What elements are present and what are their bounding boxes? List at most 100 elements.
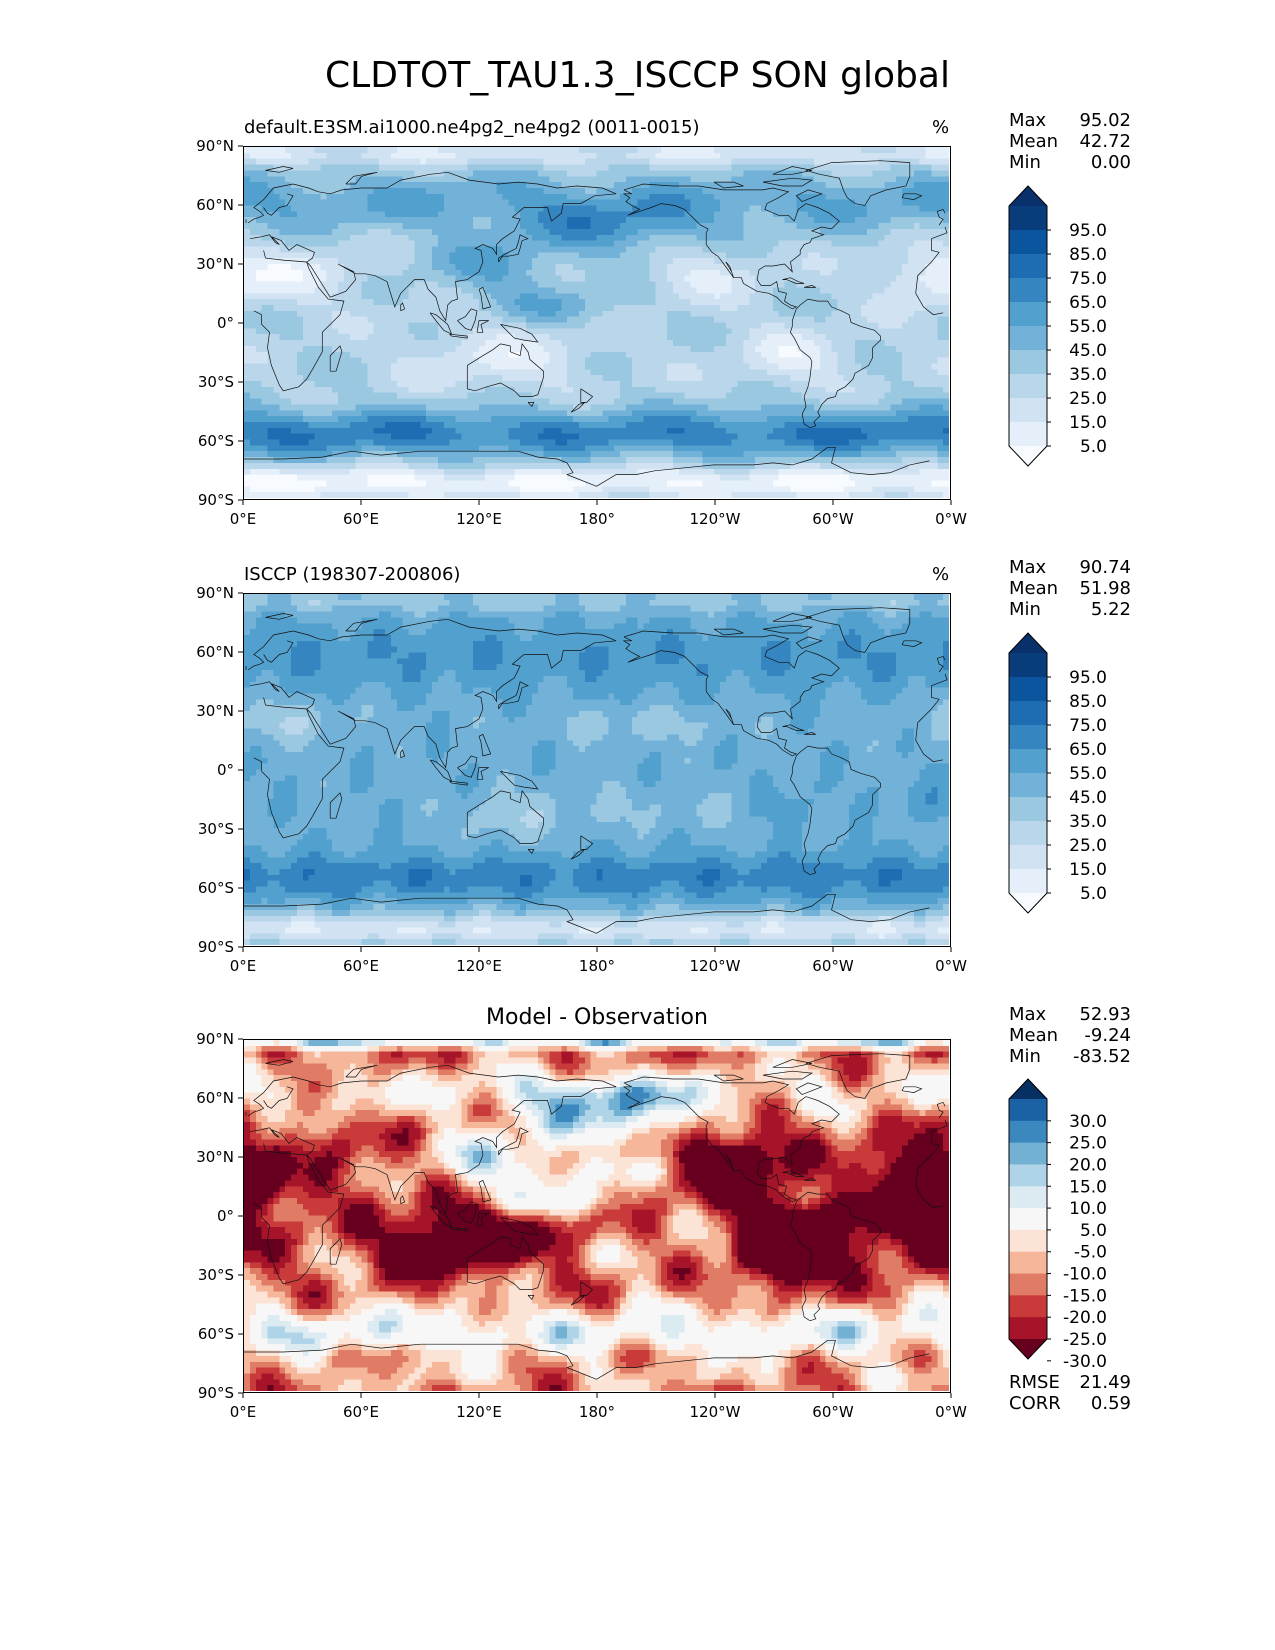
panel2-map-svg [244, 594, 950, 946]
lon-tick-label: 120°W [690, 510, 741, 528]
coastline [498, 1127, 529, 1156]
colorbar-label: 95.0 [1069, 668, 1107, 688]
colorbar-segment [1009, 869, 1047, 894]
coastline [762, 177, 813, 187]
colorbar-label: 25.0 [1069, 1134, 1107, 1154]
filled-contours [244, 147, 950, 499]
colorbar-extend-bottom [1009, 446, 1047, 466]
stat-max-label: Max [1009, 557, 1046, 578]
panel1-title: default.E3SM.ai1000.ne4pg2_ne4pg2 (0011-… [244, 117, 699, 138]
lon-tick-label: 0°W [935, 957, 967, 975]
colorbar-segment [1009, 350, 1047, 375]
lat-tick-label: 0° [217, 314, 234, 332]
coastline [622, 1076, 840, 1203]
coastline [449, 1226, 468, 1232]
coastline [498, 234, 529, 263]
coastline [782, 1170, 805, 1177]
coastline [762, 624, 813, 634]
colorbar-segment [1009, 677, 1047, 702]
stat-max-label: Max [1009, 110, 1046, 131]
rmse-value: 21.49 [1079, 1372, 1131, 1393]
coastline [400, 1195, 406, 1205]
lat-tick-label: 90°S [198, 1384, 234, 1402]
rmse-label: RMSE [1009, 1372, 1060, 1393]
lat-tick-label: 0° [217, 1207, 234, 1225]
colorbar-extend-top [1009, 186, 1047, 206]
lon-tick-label: 0°E [230, 1403, 257, 1421]
panel1-map [243, 146, 951, 500]
lon-tick-label: 0°E [230, 957, 257, 975]
colorbar-label: -30.0 [1063, 1352, 1107, 1372]
colorbar-segment [1009, 374, 1047, 399]
coastline [804, 1178, 816, 1181]
panel2-axes: 90°N 60°N 30°N 0° 30°S 60°S 90°S0°E 60°E 120°E 18… [196, 584, 967, 975]
colorbar-label: 75.0 [1069, 269, 1107, 289]
stat-min-label: Min [1009, 1046, 1041, 1067]
colorbar-label: 75.0 [1069, 716, 1107, 736]
coastline [772, 613, 812, 622]
colorbar-label: 55.0 [1069, 764, 1107, 784]
coastline [804, 285, 816, 288]
coastline [449, 780, 468, 786]
coastline [782, 724, 805, 731]
lon-tick-label: 60°E [343, 1403, 379, 1421]
stat-min-value: 5.22 [1091, 599, 1131, 620]
lat-tick-label: 30°S [198, 820, 234, 838]
coastline [713, 181, 744, 189]
coastline [580, 835, 594, 850]
lon-tick-label: 0°W [935, 1403, 967, 1421]
colorbar-label: -20.0 [1063, 1308, 1107, 1328]
colorbar-label: -10.0 [1063, 1265, 1107, 1285]
colorbar-segment [1009, 1251, 1047, 1275]
coastline [498, 681, 529, 710]
coastline [622, 630, 840, 757]
coastline [901, 640, 923, 647]
colorbar-label: 65.0 [1069, 293, 1107, 313]
panel3-stats: Max 52.93 Mean -9.24 Min -83.52 [1009, 1004, 1131, 1074]
colorbar-label: 15.0 [1069, 860, 1107, 880]
colorbar-segment [1009, 1164, 1047, 1187]
lon-tick-label: 180° [579, 510, 615, 528]
coastline [570, 402, 586, 413]
colorbar-segment [1009, 1099, 1047, 1122]
colorbar-segment [1009, 725, 1047, 750]
coastline [329, 1238, 343, 1265]
colorbar-segment [1009, 1229, 1047, 1253]
coastline [247, 171, 948, 322]
coastline [500, 1217, 539, 1236]
colorbar-extend-bottom [1009, 1339, 1047, 1359]
coastline [245, 208, 946, 226]
coastlines [244, 160, 948, 487]
coastline [247, 1064, 948, 1215]
stat-mean-value: -9.24 [1084, 1025, 1131, 1046]
coastline [795, 1082, 823, 1095]
lon-tick-label: 60°W [812, 957, 854, 975]
stat-min-value: -83.52 [1073, 1046, 1131, 1067]
colorbar-label: 15.0 [1069, 413, 1107, 433]
panel1-stats: Max 95.02 Mean 42.72 Min 0.00 [1009, 110, 1131, 180]
lon-tick-label: 120°W [690, 1403, 741, 1421]
lat-tick-label: 60°S [198, 1325, 234, 1343]
coastline [244, 893, 930, 934]
coastline [527, 1295, 535, 1301]
lat-tick-label: 60°N [196, 196, 234, 214]
coastline [244, 446, 930, 487]
coastline [400, 302, 406, 312]
panel2-units: % [932, 564, 949, 585]
lat-tick-label: 90°N [196, 137, 234, 155]
coastline [790, 1191, 881, 1322]
colorbar-label: 35.0 [1069, 812, 1107, 832]
coastline [476, 320, 489, 333]
coastline [400, 749, 406, 759]
coastline [457, 755, 478, 778]
colorbar-label: 15.0 [1069, 1177, 1107, 1197]
colorbar-label: 85.0 [1069, 245, 1107, 265]
coastline [245, 655, 946, 673]
stat-mean-label: Mean [1009, 578, 1058, 599]
coastline [245, 1101, 946, 1119]
coastline [805, 607, 911, 653]
lon-tick-label: 120°E [456, 510, 502, 528]
colorbar-label: 95.0 [1069, 221, 1107, 241]
coastline [901, 193, 923, 200]
coastline [762, 1070, 813, 1080]
